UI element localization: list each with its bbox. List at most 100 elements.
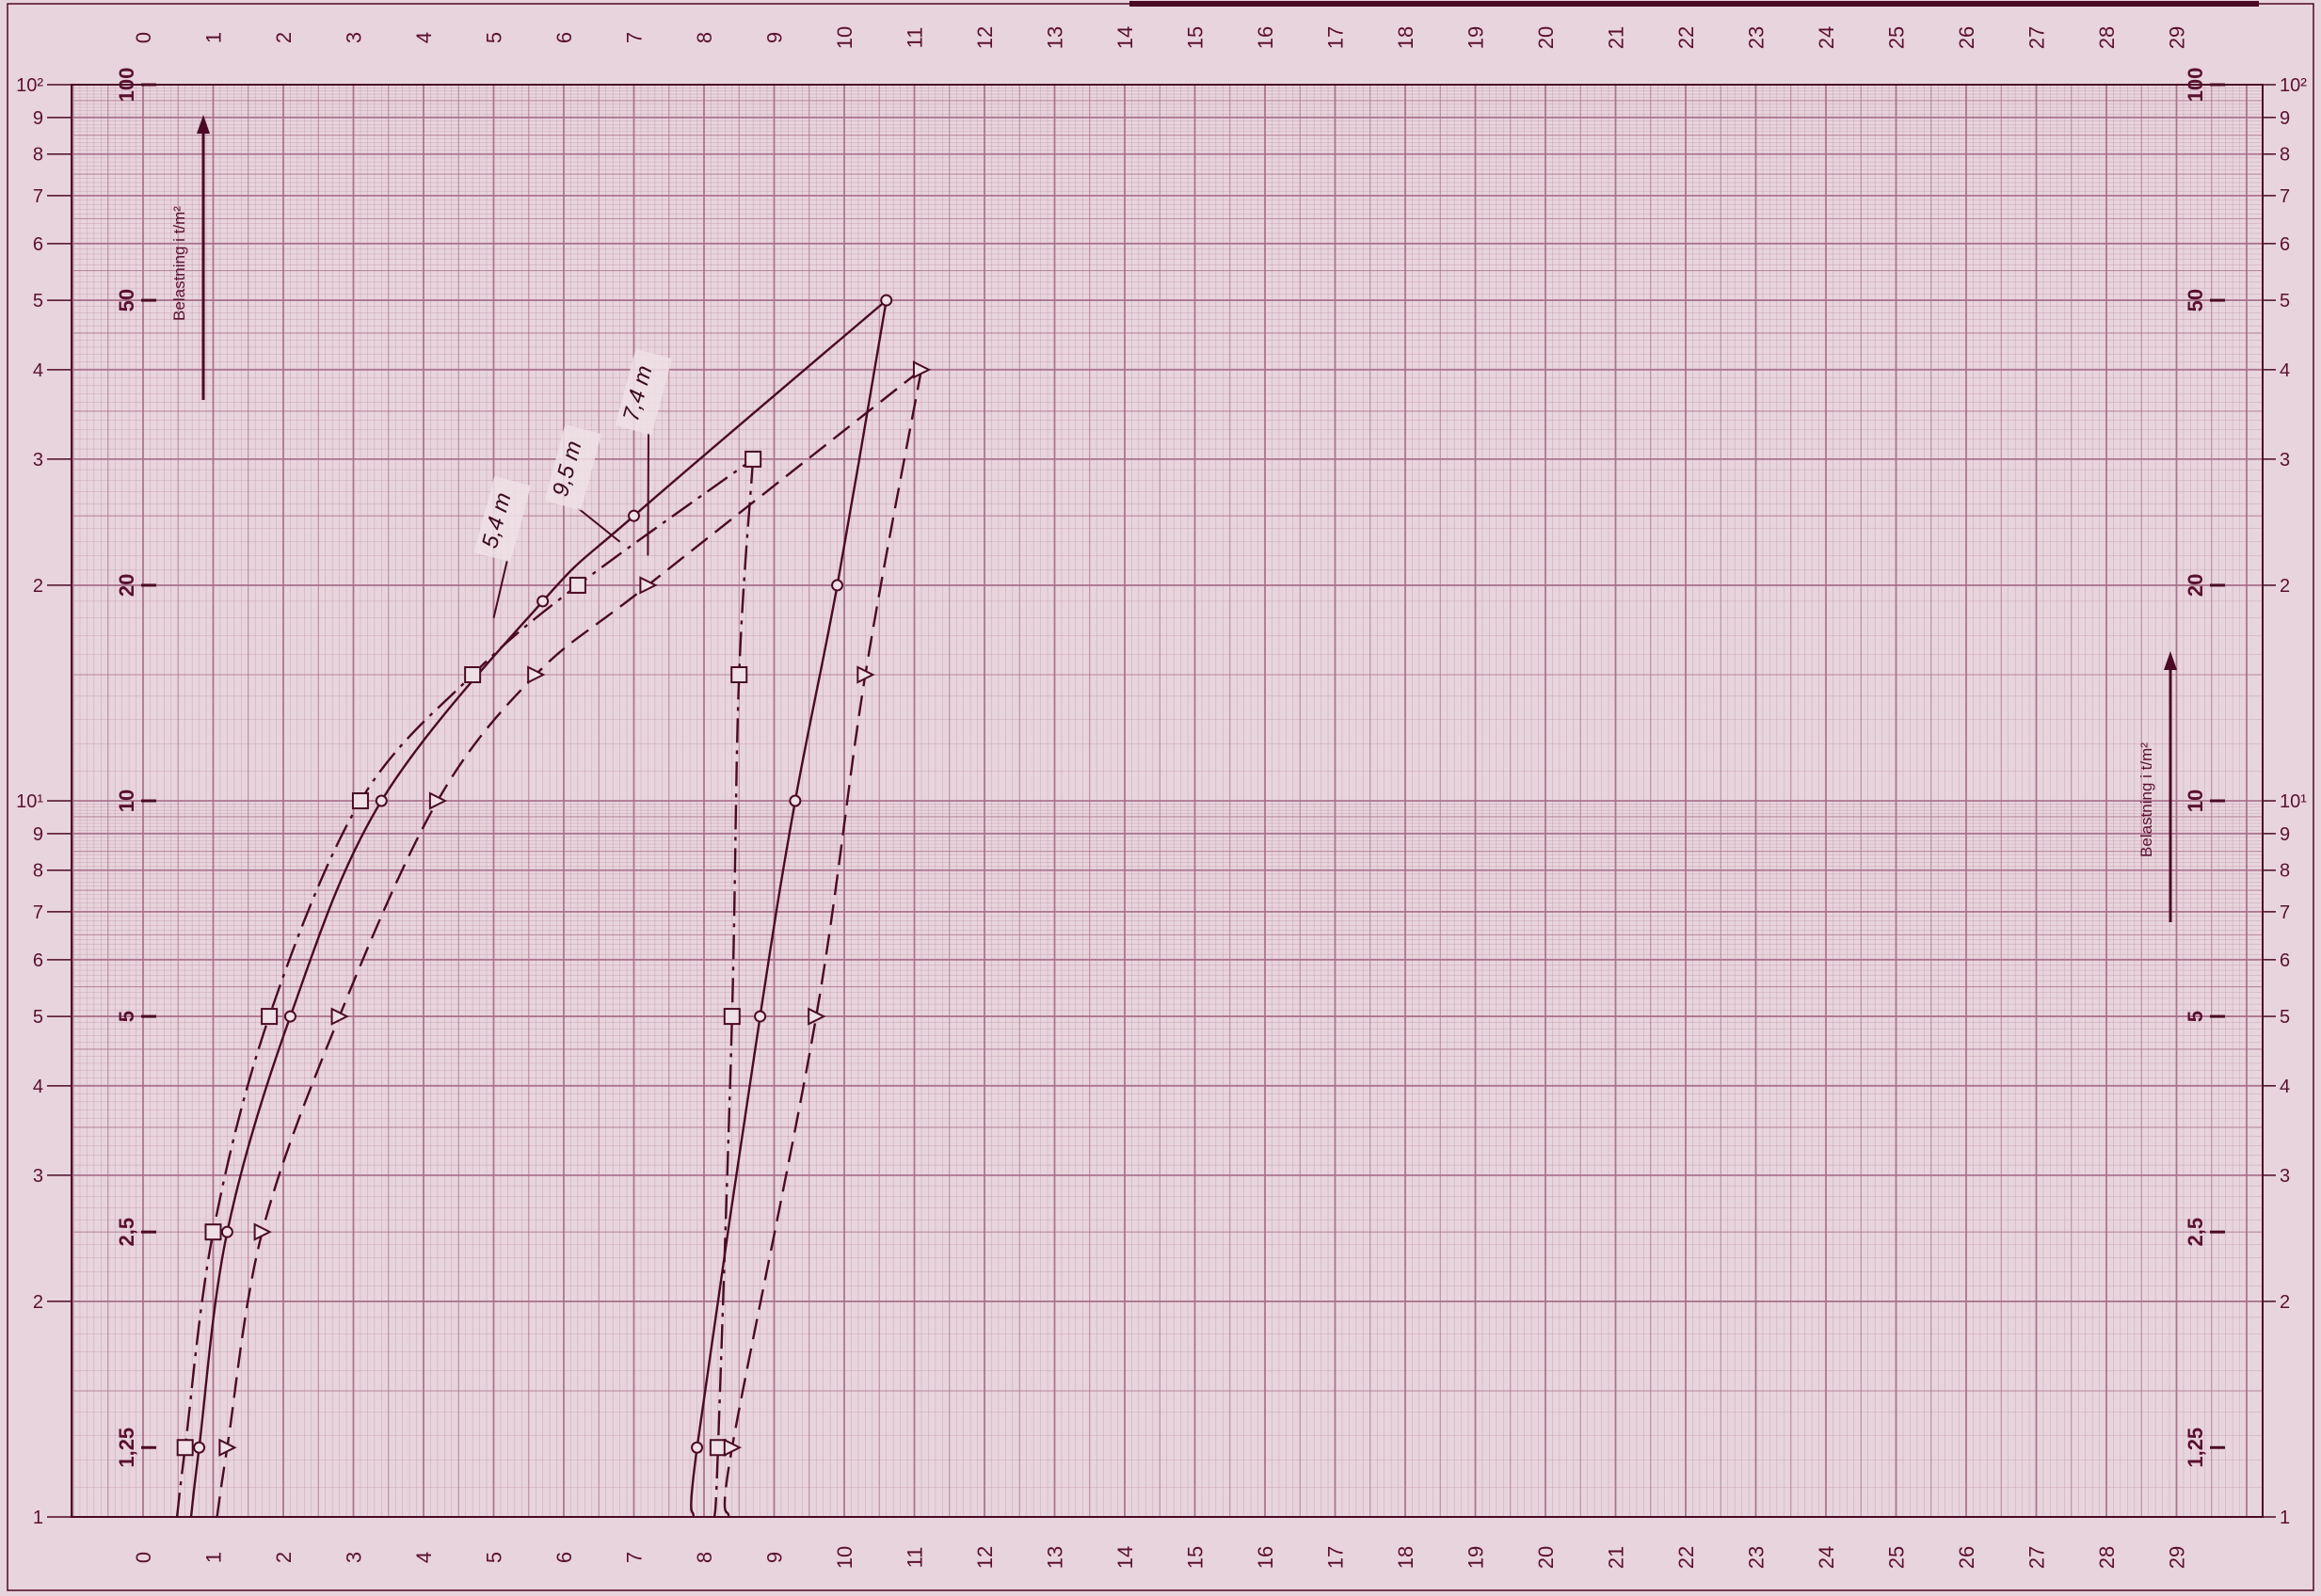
y-tick-label-left: 7 bbox=[33, 902, 43, 923]
y-tick-label-inner-left: 10 bbox=[115, 790, 138, 812]
series-line-unloading bbox=[713, 458, 755, 1518]
x-tick-label-bottom: 5 bbox=[483, 1552, 506, 1563]
data-point-square bbox=[204, 1223, 222, 1241]
y-tick-label-inner-left: 50 bbox=[115, 289, 138, 311]
y-tick-label-inner-right: 2,5 bbox=[2184, 1218, 2207, 1247]
y-tick-label-inner-right: 100 bbox=[2184, 68, 2207, 103]
x-tick-label-top: 21 bbox=[1605, 26, 1628, 49]
x-tick-label-bottom: 18 bbox=[1394, 1546, 1417, 1569]
y-tick-label-right: 7 bbox=[2280, 186, 2290, 207]
data-point-circle bbox=[375, 794, 388, 807]
x-tick-label-bottom: 10 bbox=[833, 1546, 856, 1569]
data-point-circle bbox=[628, 509, 640, 522]
x-tick-label-bottom: 13 bbox=[1044, 1546, 1067, 1569]
ylabel-right-arrowhead bbox=[2164, 651, 2177, 670]
x-tick-label-top: 16 bbox=[1254, 26, 1277, 49]
x-tick-label-bottom: 29 bbox=[2166, 1546, 2189, 1569]
series-label-bg bbox=[615, 348, 673, 436]
series-3 bbox=[216, 360, 932, 1518]
x-tick-label-top: 12 bbox=[973, 26, 997, 49]
x-tick-label-top: 25 bbox=[1885, 26, 1909, 49]
x-tick-label-bottom: 7 bbox=[623, 1552, 647, 1563]
x-tick-label-top: 7 bbox=[623, 32, 647, 43]
data-point-triangle bbox=[723, 1438, 743, 1457]
y-tick-label-right: 6 bbox=[2280, 234, 2290, 255]
y-tick-label-inner-left: 100 bbox=[115, 68, 138, 103]
x-tick-label-top: 10 bbox=[833, 26, 856, 49]
y-tick-label-right: 10² bbox=[2280, 75, 2307, 96]
x-tick-label-bottom: 17 bbox=[1324, 1546, 1348, 1569]
x-tick-labels-bottom: 0 1 2 3 4 5 6 7 8 9 10 11 12 13 14 15 16 17 18 19 20 21 22 23 24… bbox=[132, 1546, 2189, 1569]
y-tick-label-right: 4 bbox=[2280, 1077, 2290, 1097]
data-point-triangle bbox=[218, 1438, 237, 1457]
y-tick-label-left: 6 bbox=[33, 950, 43, 971]
series-line-loading bbox=[216, 368, 922, 1518]
x-tick-label-top: 6 bbox=[552, 32, 576, 43]
y-tick-label-inner-right: 5 bbox=[2184, 1011, 2207, 1022]
x-tick-label-top: 19 bbox=[1465, 26, 1488, 49]
y-tick-label-left: 5 bbox=[33, 291, 43, 311]
x-tick-label-bottom: 12 bbox=[973, 1546, 997, 1569]
y-tick-labels-left: 1 2 3 4 5 6 7 8 9 10¹ 2 3 4 5 6 7 8 9 10² bbox=[16, 75, 72, 1528]
ylabel-left: Belastning i t/m² bbox=[170, 206, 188, 321]
y-tick-label-left: 7 bbox=[33, 186, 43, 207]
x-tick-label-bottom: 15 bbox=[1184, 1546, 1208, 1569]
x-tick-label-bottom: 19 bbox=[1465, 1546, 1488, 1569]
y-tick-label-left: 10² bbox=[16, 75, 43, 96]
y-tick-label-inner-left: 2,5 bbox=[115, 1218, 138, 1247]
y-tick-label-left: 2 bbox=[33, 1292, 43, 1313]
data-point-square bbox=[464, 665, 482, 683]
ylabel-left-arrowhead bbox=[197, 115, 210, 134]
y-tick-label-left: 9 bbox=[33, 108, 43, 129]
data-point-triangle bbox=[253, 1222, 272, 1241]
series-layer bbox=[175, 294, 932, 1518]
x-tick-label-top: 9 bbox=[763, 32, 787, 43]
y-tick-label-right: 2 bbox=[2280, 576, 2290, 597]
data-point-square bbox=[709, 1439, 727, 1457]
series-1 bbox=[189, 294, 893, 1518]
x-tick-label-top: 1 bbox=[202, 32, 226, 43]
y-tick-label-left: 8 bbox=[33, 861, 43, 882]
y-tick-label-left: 9 bbox=[33, 824, 43, 845]
data-point-square bbox=[176, 1439, 194, 1457]
x-tick-label-bottom: 26 bbox=[1955, 1546, 1978, 1569]
x-tick-label-top: 27 bbox=[2025, 26, 2049, 49]
x-tick-label-top: 5 bbox=[483, 32, 506, 43]
x-tick-label-top: 18 bbox=[1394, 26, 1417, 49]
series-label-bg bbox=[473, 475, 532, 563]
data-point-circle bbox=[536, 595, 550, 608]
x-tick-label-top: 14 bbox=[1113, 26, 1137, 49]
x-tick-label-top: 24 bbox=[1815, 26, 1838, 49]
y-tick-label-left: 3 bbox=[33, 1166, 43, 1187]
y-tick-label-right: 9 bbox=[2280, 824, 2290, 845]
y-tick-label-right: 8 bbox=[2280, 861, 2290, 882]
x-tick-label-bottom: 27 bbox=[2025, 1546, 2049, 1569]
y-tick-labels-right: 1 2 3 4 5 6 7 8 9 10¹ 2 3 4 5 6 7 8 9 10² bbox=[2263, 75, 2307, 1528]
series-2 bbox=[175, 450, 762, 1518]
x-tick-label-top: 13 bbox=[1044, 26, 1067, 49]
y-tick-label-left: 4 bbox=[33, 360, 43, 381]
x-tick-label-top: 20 bbox=[1534, 26, 1558, 49]
y-tick-label-inner-right: 20 bbox=[2184, 574, 2207, 597]
x-tick-label-top: 17 bbox=[1324, 26, 1348, 49]
x-tick-label-top: 28 bbox=[2095, 26, 2119, 49]
series-label-bg bbox=[544, 423, 602, 511]
data-point-square bbox=[261, 1008, 279, 1026]
y-tick-label-inner-right: 10 bbox=[2184, 790, 2207, 812]
y-tick-label-right: 5 bbox=[2280, 1007, 2290, 1028]
x-tick-label-bottom: 4 bbox=[412, 1552, 436, 1563]
x-tick-label-bottom: 8 bbox=[693, 1552, 716, 1563]
x-tick-label-bottom: 9 bbox=[763, 1552, 787, 1563]
x-tick-label-bottom: 0 bbox=[132, 1552, 155, 1563]
data-point-square bbox=[723, 1008, 741, 1026]
data-point-circle bbox=[754, 1010, 767, 1023]
y-tick-label-right: 6 bbox=[2280, 950, 2290, 971]
x-tick-label-bottom: 24 bbox=[1815, 1546, 1838, 1569]
x-tick-label-bottom: 28 bbox=[2095, 1546, 2119, 1569]
y-tick-label-left: 1 bbox=[33, 1508, 43, 1528]
data-point-circle bbox=[831, 579, 844, 592]
x-tick-label-bottom: 22 bbox=[1674, 1546, 1698, 1569]
y-tick-label-right: 8 bbox=[2280, 145, 2290, 166]
x-tick-label-bottom: 11 bbox=[904, 1547, 927, 1569]
